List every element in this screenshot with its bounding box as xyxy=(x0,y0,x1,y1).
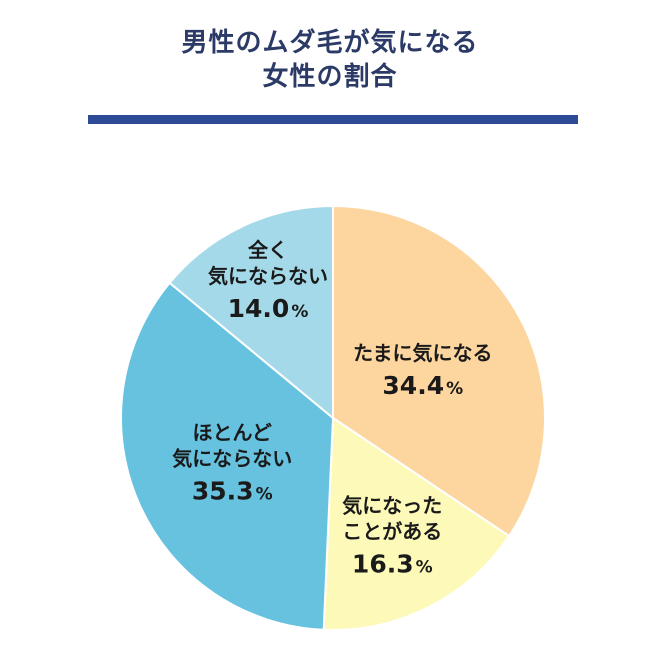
pie-slice-0 xyxy=(332,204,546,538)
slice-label-2-line-1: 気にならない xyxy=(172,447,292,471)
slice-value-1: 16.3% xyxy=(352,549,433,578)
title-underline-bar xyxy=(88,115,578,124)
slice-label-1-line-0: 気になった xyxy=(342,493,442,517)
pie-slice-2 xyxy=(120,281,335,631)
slice-value-2: 35.3% xyxy=(192,477,273,506)
slice-value-3: 14.0% xyxy=(228,294,309,323)
slice-label-0-line-0: たまに気になる xyxy=(353,341,492,365)
chart-title: 男性のムダ毛が気になる 女性の割合 xyxy=(0,26,660,94)
slice-label-1-line-1: ことがある xyxy=(342,519,442,543)
slice-label-0: たまに気になる 34.4% xyxy=(353,341,492,400)
pie-slices xyxy=(120,204,546,631)
slice-label-3-line-0: 全く xyxy=(247,238,288,262)
pie-slice-1 xyxy=(322,416,511,631)
chart-title-line-1: 男性のムダ毛が気になる xyxy=(181,28,479,58)
slice-value-0: 34.4% xyxy=(382,371,463,400)
slice-label-2-line-0: ほとんど xyxy=(193,421,272,445)
slice-label-3-line-1: 気にならない xyxy=(208,264,328,288)
chart-title-line-2: 女性の割合 xyxy=(262,62,398,92)
pie-slice-3 xyxy=(168,204,334,421)
